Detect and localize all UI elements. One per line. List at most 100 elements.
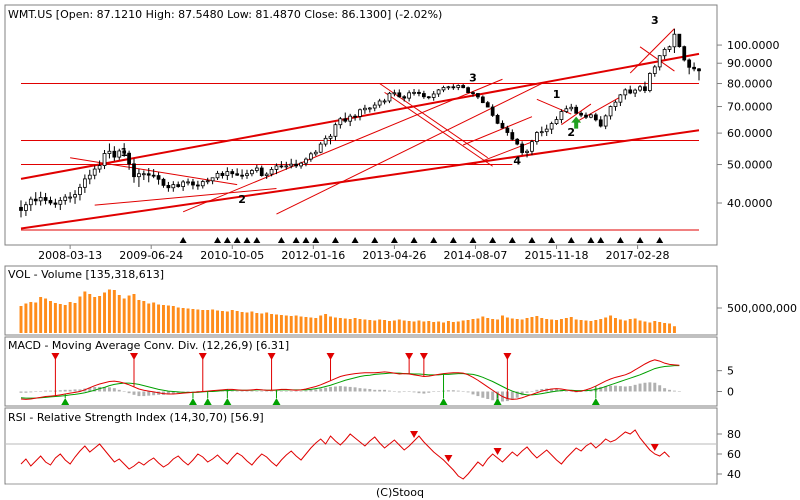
candle-body: [485, 102, 490, 108]
candle-body: [308, 153, 313, 160]
macd-histogram-bar: [19, 391, 23, 393]
candle-body: [151, 174, 156, 177]
volume-bar: [157, 304, 161, 333]
candle-body: [515, 138, 520, 145]
macd-histogram-bar: [402, 391, 406, 392]
macd-histogram-bar: [186, 391, 190, 392]
signal-triangle-icon: [636, 237, 644, 243]
sell-triangle-icon: [130, 353, 138, 360]
volume-bar: [309, 317, 313, 333]
signal-triangle-icon: [587, 237, 595, 243]
volume-bar: [19, 306, 23, 333]
candle-body: [279, 165, 284, 168]
candle-body: [584, 114, 588, 118]
macd-histogram-bar: [653, 382, 657, 392]
macd-histogram-bar: [397, 391, 401, 393]
volume-bar: [147, 303, 151, 333]
candle-body: [613, 101, 618, 107]
buy-triangle-icon: [591, 398, 600, 405]
buy-triangle-icon: [439, 398, 448, 405]
candle-body: [638, 86, 642, 91]
macd-histogram-bar: [112, 388, 116, 392]
macd-histogram-bar: [142, 391, 146, 397]
volume-bar: [88, 294, 92, 333]
candle-body: [534, 132, 539, 143]
signal-triangle-icon: [656, 237, 664, 243]
macd-histogram-bar: [427, 391, 431, 393]
sell-triangle-icon: [326, 353, 335, 360]
price-y-label: 90.0000: [727, 57, 773, 70]
price-y-label: 60.0000: [727, 127, 773, 140]
candle-body: [220, 172, 225, 176]
volume-bar: [392, 320, 396, 333]
macd-histogram-bar: [270, 391, 274, 392]
candle-body: [250, 170, 254, 175]
macd-histogram-bar: [24, 391, 28, 393]
volume-bar: [559, 319, 563, 333]
volume-bar: [211, 309, 215, 333]
candle-body: [471, 92, 475, 94]
candle-body: [662, 49, 667, 57]
candle-body: [186, 181, 190, 184]
price-y-label: 40.0000: [727, 197, 773, 210]
volume-bar: [294, 315, 298, 333]
candle-body: [530, 141, 534, 152]
price-panel-title: WMT.US [Open: 87.1210 High: 87.5480 Low:…: [8, 8, 442, 21]
volume-bar: [609, 315, 613, 333]
volume-bar: [196, 309, 200, 333]
macd-histogram-bar: [520, 391, 524, 396]
candle-body: [146, 173, 151, 176]
price-panel-frame: [4, 4, 718, 246]
macd-histogram-bar: [569, 391, 573, 392]
candle-body: [304, 158, 308, 164]
volume-bar: [68, 302, 72, 333]
volume-bar: [579, 320, 583, 333]
candle-body: [245, 173, 249, 176]
signal-triangle-icon: [253, 237, 261, 243]
macd-histogram-bar: [319, 388, 323, 392]
macd-histogram-bar: [333, 386, 337, 392]
macd-histogram-bar: [638, 383, 642, 392]
macd-histogram-bar: [407, 391, 411, 392]
macd-histogram-bar: [304, 390, 308, 392]
candle-body: [338, 118, 343, 126]
macd-histogram-bar: [122, 391, 126, 392]
volume-y-label: 500,000,000: [727, 302, 797, 315]
credit-label: (C)Stooq: [376, 486, 424, 499]
volume-bar: [358, 319, 362, 333]
macd-histogram-bar: [451, 390, 455, 392]
candle-body: [333, 124, 338, 137]
macd-histogram-bar: [353, 387, 357, 392]
volume-bar: [461, 320, 465, 333]
volume-bar: [599, 319, 603, 333]
candle-body: [181, 181, 186, 187]
candle-body: [412, 91, 416, 94]
candle-body: [43, 197, 48, 201]
candle-body: [367, 107, 372, 110]
volume-bar: [162, 305, 165, 333]
sell-triangle-icon: [405, 353, 414, 360]
volume-bar: [402, 320, 406, 333]
macd-histogram-bar: [392, 391, 396, 392]
macd-histogram-bar: [250, 391, 254, 392]
macd-line: [20, 359, 680, 400]
volume-bar: [230, 310, 234, 333]
wave-label: 3: [651, 14, 659, 27]
volume-bar: [329, 316, 332, 333]
volume-bar: [496, 319, 500, 333]
volume-bar: [486, 318, 490, 333]
sell-triangle-icon: [267, 353, 276, 360]
candle-body: [328, 135, 333, 139]
volume-bar: [53, 303, 57, 333]
volume-bar: [540, 318, 544, 333]
volume-bar: [427, 321, 431, 333]
volume-bar: [289, 316, 293, 333]
candle-body: [132, 163, 136, 178]
buy-triangle-icon: [61, 398, 70, 405]
volume-bar: [63, 305, 67, 333]
candle-body: [480, 96, 485, 104]
volume-bar: [112, 290, 116, 333]
macd-histogram-bar: [73, 389, 77, 392]
trend-line: [462, 116, 533, 146]
macd-histogram-bar: [44, 390, 48, 392]
